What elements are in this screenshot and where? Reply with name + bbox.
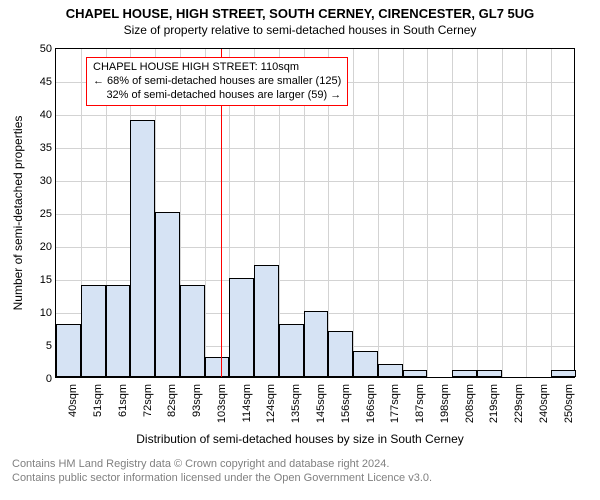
ytick-label: 25 — [40, 208, 56, 220]
annotation-line: ← 68% of semi-detached houses are smalle… — [93, 75, 341, 89]
ytick-label: 15 — [40, 274, 56, 286]
histogram-bar — [403, 370, 428, 377]
histogram-bar — [155, 212, 180, 377]
annotation-line: CHAPEL HOUSE HIGH STREET: 110sqm — [93, 61, 341, 75]
histogram-bar — [205, 357, 230, 377]
ytick-label: 10 — [40, 307, 56, 319]
xtick-label: 229sqm — [511, 384, 525, 423]
xtick-label: 135sqm — [288, 384, 302, 423]
histogram-bar — [254, 265, 279, 377]
ytick-label: 20 — [40, 241, 56, 253]
gridline-v — [353, 49, 354, 377]
gridline-v — [378, 49, 379, 377]
gridline-v — [452, 49, 453, 377]
xtick-label: 103sqm — [214, 384, 228, 423]
histogram-bar — [229, 278, 254, 377]
xtick-label: 114sqm — [239, 384, 253, 422]
histogram-bar — [353, 351, 378, 377]
xtick-label: 61sqm — [115, 384, 129, 417]
histogram-bar — [304, 311, 329, 377]
ytick-label: 35 — [40, 142, 56, 154]
ytick-label: 5 — [46, 340, 56, 352]
footer-attribution: Contains HM Land Registry data © Crown c… — [12, 458, 432, 486]
xtick-label: 156sqm — [338, 384, 352, 423]
footer-line-2: Contains public sector information licen… — [12, 472, 432, 486]
histogram-bar — [130, 120, 155, 377]
gridline-v — [427, 49, 428, 377]
annotation-box: CHAPEL HOUSE HIGH STREET: 110sqm← 68% of… — [86, 57, 348, 106]
xtick-label: 82sqm — [164, 384, 178, 417]
gridline-v — [551, 49, 552, 377]
histogram-bar — [106, 285, 131, 377]
plot-area: 0510152025303540455040sqm51sqm61sqm72sqm… — [55, 48, 575, 378]
ytick-label: 45 — [40, 76, 56, 88]
histogram-bar — [328, 331, 353, 377]
xtick-label: 145sqm — [313, 384, 327, 423]
footer-line-1: Contains HM Land Registry data © Crown c… — [12, 458, 432, 472]
ytick-label: 40 — [40, 109, 56, 121]
xtick-label: 40sqm — [65, 384, 79, 417]
xtick-label: 240sqm — [536, 384, 550, 423]
x-axis-label: Distribution of semi-detached houses by … — [0, 432, 600, 446]
xtick-label: 93sqm — [189, 384, 203, 417]
histogram-bar — [180, 285, 205, 377]
gridline-v — [526, 49, 527, 377]
ytick-label: 50 — [40, 43, 56, 55]
chart-title: CHAPEL HOUSE, HIGH STREET, SOUTH CERNEY,… — [0, 0, 600, 21]
ytick-label: 0 — [46, 373, 56, 385]
histogram-bar — [81, 285, 106, 377]
xtick-label: 219sqm — [486, 384, 500, 423]
xtick-label: 72sqm — [140, 384, 154, 417]
gridline-v — [502, 49, 503, 377]
xtick-label: 124sqm — [263, 384, 277, 423]
histogram-bar — [56, 324, 81, 377]
xtick-label: 51sqm — [90, 384, 104, 417]
ytick-label: 30 — [40, 175, 56, 187]
xtick-label: 166sqm — [363, 384, 377, 423]
xtick-label: 250sqm — [561, 384, 575, 423]
y-axis-label: Number of semi-detached properties — [11, 116, 25, 311]
histogram-bar — [279, 324, 304, 377]
histogram-bar — [378, 364, 403, 377]
xtick-label: 208sqm — [462, 384, 476, 423]
chart-subtitle: Size of property relative to semi-detach… — [0, 21, 600, 37]
gridline-h — [56, 115, 574, 116]
xtick-label: 177sqm — [387, 384, 401, 423]
gridline-v — [403, 49, 404, 377]
histogram-bar — [452, 370, 477, 377]
annotation-line: 32% of semi-detached houses are larger (… — [93, 89, 341, 103]
histogram-bar — [477, 370, 502, 377]
xtick-label: 198sqm — [437, 384, 451, 423]
xtick-label: 187sqm — [412, 384, 426, 423]
gridline-v — [477, 49, 478, 377]
histogram-bar — [551, 370, 576, 377]
